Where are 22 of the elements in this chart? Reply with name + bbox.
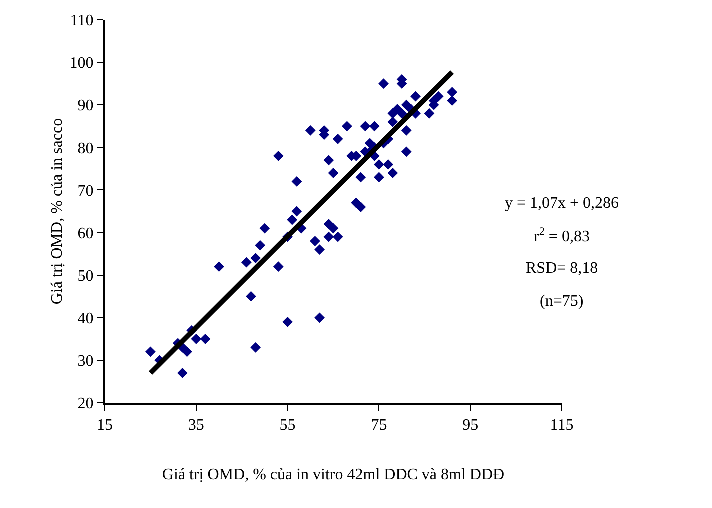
x-tick-label: 95 bbox=[462, 417, 479, 434]
y-tick-label: 100 bbox=[70, 55, 94, 72]
annotation: r$^{2}$ = 0,83 bbox=[534, 226, 590, 246]
y-tick-label: 40 bbox=[78, 310, 94, 328]
annotation: RSD= 8,18 bbox=[526, 260, 598, 277]
y-tick-label: 50 bbox=[78, 268, 94, 285]
y-tick-label: 60 bbox=[78, 225, 94, 242]
x-tick-label: 35 bbox=[188, 417, 204, 434]
x-tick-label: 15 bbox=[97, 417, 113, 434]
y-tick-label: 70 bbox=[78, 182, 94, 200]
y-tick-label: 90 bbox=[78, 98, 94, 115]
y-tick-label: 30 bbox=[78, 353, 94, 370]
y-axis-title: Giá trị OMD, % của in sacco bbox=[49, 118, 66, 305]
annotation: y = 1,07x + 0,286 bbox=[505, 195, 620, 212]
y-tick-label: 20 bbox=[78, 396, 94, 413]
y-tick-label: 110 bbox=[70, 12, 94, 30]
annotation: (n=75) bbox=[540, 293, 584, 310]
x-tick-label: 75 bbox=[371, 417, 388, 434]
y-tick-label: 80 bbox=[78, 140, 94, 158]
x-axis-title: Giá trị OMD, % của in vitro 42ml DDC và 8ml DDĐ bbox=[162, 466, 505, 484]
x-tick-label: 55 bbox=[280, 417, 296, 434]
x-tick-label: 115 bbox=[550, 417, 574, 434]
